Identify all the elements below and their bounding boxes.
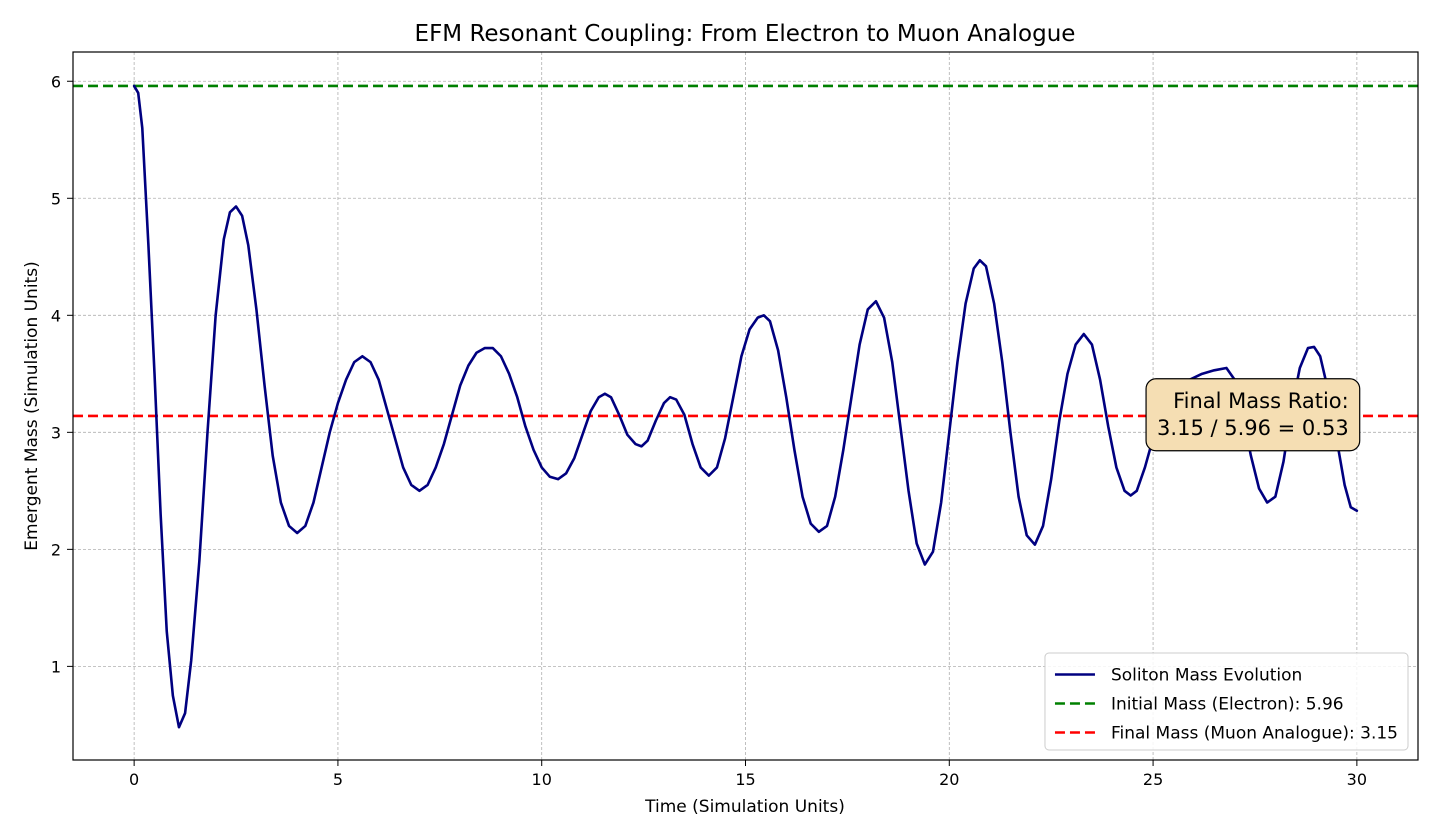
legend-label: Soliton Mass Evolution [1111, 666, 1302, 686]
y-tick-label: 5 [51, 189, 61, 208]
x-tick-label: 5 [333, 770, 343, 789]
annotation-box [1145, 378, 1361, 452]
y-tick-label: 6 [51, 72, 61, 91]
data-series [132, 84, 1359, 729]
annotation-line: 3.15 / 5.96 = 0.53 [1157, 416, 1349, 440]
x-axis-ticks: 0 5 10 15 20 25 30 [129, 760, 1367, 789]
y-axis-label: Emergent Mass (Simulation Units) [22, 261, 42, 550]
legend-label: Initial Mass (Electron): 5.96 [1111, 695, 1344, 715]
legend-label: Final Mass (Muon Analogue): 3.15 [1111, 724, 1398, 744]
chart-title: EFM Resonant Coupling: From Electron to … [415, 21, 1076, 47]
legend-frame [1044, 652, 1409, 751]
legend: Soliton Mass Evolution Initial Mass (Elec… [1044, 652, 1409, 751]
x-tick-label: 15 [735, 770, 755, 789]
series-line-soliton-mass [132, 84, 1359, 729]
x-tick-label: 0 [129, 770, 139, 789]
y-tick-label: 3 [51, 423, 61, 442]
y-axis-ticks: 1 2 3 4 5 6 [51, 72, 73, 676]
mass-ratio-annotation: Final Mass Ratio: 3.15 / 5.96 = 0.53 [1145, 378, 1361, 452]
x-tick-label: 20 [939, 770, 959, 789]
reference-lines [73, 84, 1418, 418]
y-tick-label: 1 [51, 657, 61, 676]
x-tick-label: 10 [532, 770, 552, 789]
x-tick-label: 25 [1143, 770, 1163, 789]
annotation-line: Final Mass Ratio: [1173, 389, 1349, 413]
y-tick-label: 4 [51, 306, 61, 325]
y-tick-label: 2 [51, 540, 61, 559]
x-tick-label: 30 [1347, 770, 1367, 789]
x-axis-label: Time (Simulation Units) [644, 797, 845, 817]
